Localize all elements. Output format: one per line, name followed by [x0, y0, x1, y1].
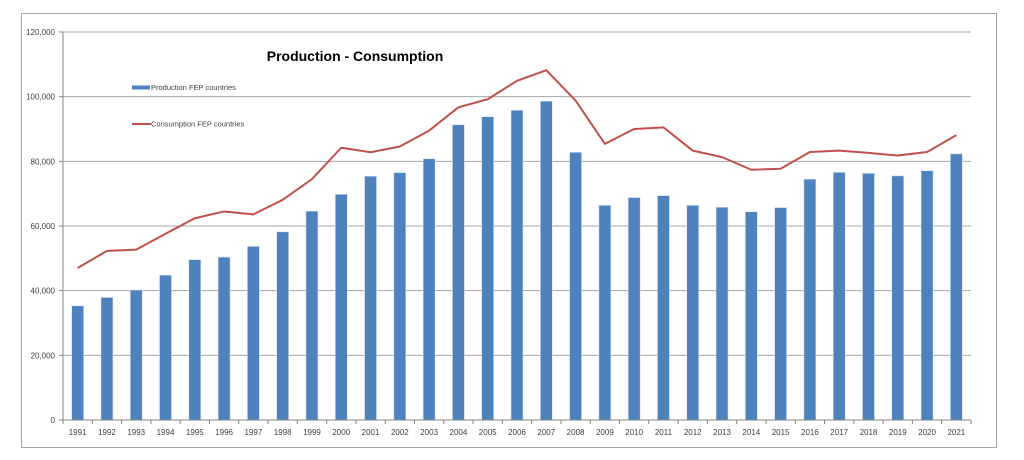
x-tick-label: 2020: [918, 428, 936, 437]
legend-swatch-production: [132, 85, 150, 90]
x-tick-label: 2005: [479, 428, 497, 437]
gridlines: [63, 31, 971, 356]
y-tick-label: 20,000: [31, 351, 56, 360]
x-tick-label: 2021: [947, 428, 965, 437]
x-tick-label: 2000: [332, 428, 350, 437]
bar-production-1995: [188, 259, 202, 421]
x-tick-label: 2015: [772, 428, 790, 437]
bar-production-2018: [862, 172, 875, 421]
bar-production-1991: [71, 305, 84, 421]
bar-production-2002: [393, 172, 407, 421]
bar-production-1996: [217, 256, 231, 421]
x-tick-label: 2009: [596, 428, 614, 437]
bar-production-2007: [539, 100, 553, 421]
consumption-line: [77, 69, 957, 269]
x-tick-label: 2011: [655, 428, 673, 437]
x-tick-label: 2019: [889, 428, 907, 437]
x-tick-label: 1997: [244, 428, 262, 437]
bar-production-1998: [276, 231, 289, 421]
y-tick-label: 120,000: [26, 28, 55, 37]
bar-production-1997: [247, 246, 260, 421]
x-tick-label: 2016: [801, 428, 819, 437]
bar-production-1994: [159, 274, 172, 421]
x-tick-label: 1994: [157, 428, 175, 437]
y-tick-label: 80,000: [31, 157, 56, 166]
x-tick-label: 1999: [303, 428, 321, 437]
x-tick-label: 1998: [274, 428, 292, 437]
bar-production-2000: [334, 194, 348, 421]
bar-production-2015: [774, 207, 787, 421]
axes: 0 20,000 40,000 60,000 80,000 100,000 120,000 1…: [26, 28, 972, 437]
bar-production-1992: [100, 297, 114, 421]
x-tick-label: 2008: [567, 428, 585, 437]
bar-production-2013: [715, 206, 729, 421]
bar-production-2016: [803, 178, 817, 421]
y-tick-label: 60,000: [31, 222, 56, 231]
bar-production-2005: [481, 116, 495, 421]
x-tick-label: 2007: [537, 428, 555, 437]
bar-production-2006: [510, 109, 524, 421]
x-tick-label: 2004: [450, 428, 468, 437]
y-tick-label: 100,000: [26, 93, 55, 102]
legend-label-production: Production FEP countries: [151, 83, 236, 92]
x-tick-label: 1991: [69, 428, 87, 437]
bar-production-2010: [627, 197, 641, 421]
bar-production-2017: [832, 172, 846, 421]
x-tick-label: 1995: [186, 428, 204, 437]
bar-production-1999: [305, 210, 319, 421]
bar-production-2001: [364, 175, 377, 421]
x-tick-label: 2013: [713, 428, 731, 437]
legend-label-consumption: Consumption FEP countries: [151, 120, 244, 129]
bar-production-2004: [452, 124, 465, 421]
bar-production-2003: [422, 158, 436, 421]
y-tick-label: 40,000: [31, 287, 56, 296]
x-tick-label: 1992: [98, 428, 116, 437]
x-tick-label: 2003: [420, 428, 438, 437]
bar-production-2011: [657, 195, 670, 421]
bar-production-1993: [129, 289, 143, 421]
y-tick-label: 0: [51, 416, 56, 425]
x-tick-label: 1996: [215, 428, 233, 437]
x-tick-label: 1993: [127, 428, 145, 437]
legend: Production FEP countries Consumption FEP…: [132, 83, 244, 129]
bar-production-2009: [598, 205, 612, 421]
bar-production-2008: [569, 151, 582, 421]
x-tick-label: 2001: [362, 428, 380, 437]
x-tick-label: 2014: [742, 428, 760, 437]
bar-production-2012: [686, 205, 700, 421]
production-bars: [71, 100, 963, 421]
x-tick-label: 2002: [391, 428, 409, 437]
bar-production-2019: [891, 175, 905, 421]
bar-production-2020: [920, 170, 934, 421]
bar-production-2021: [950, 153, 963, 421]
x-tick-label: 2010: [625, 428, 643, 437]
x-tick-label: 2017: [830, 428, 848, 437]
chart-title: Production - Consumption: [267, 48, 444, 64]
x-tick-label: 2012: [684, 428, 702, 437]
x-tick-label: 2006: [508, 428, 526, 437]
bar-production-2014: [745, 211, 758, 421]
x-tick-label: 2018: [860, 428, 878, 437]
